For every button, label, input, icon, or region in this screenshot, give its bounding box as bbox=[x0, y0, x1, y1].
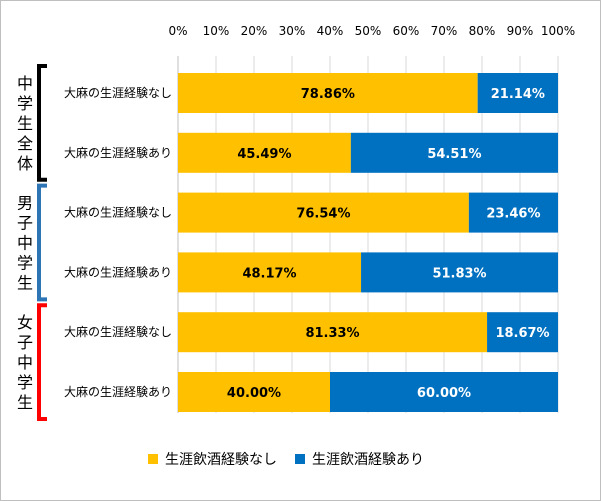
group-label-char: 生 bbox=[17, 274, 33, 293]
bar-segment bbox=[178, 192, 469, 233]
legend-label: 生涯飲酒経験なし bbox=[165, 452, 277, 468]
data-label: 48.17% bbox=[242, 266, 296, 281]
group-bracket bbox=[37, 303, 47, 421]
bar-segment bbox=[468, 192, 558, 233]
group-label-char: 体 bbox=[17, 154, 33, 173]
data-label: 60.00% bbox=[417, 386, 471, 401]
x-tick-label: 80% bbox=[469, 24, 496, 38]
bar-segment bbox=[350, 132, 558, 173]
legend-label: 生涯飲酒経験あり bbox=[312, 452, 424, 468]
x-tick-label: 50% bbox=[355, 24, 382, 38]
x-tick-label: 70% bbox=[431, 24, 458, 38]
x-tick-label: 10% bbox=[203, 24, 230, 38]
x-tick-label: 20% bbox=[241, 24, 268, 38]
group-label-char: 子 bbox=[17, 214, 33, 233]
data-label: 21.14% bbox=[491, 87, 545, 102]
bar-segment bbox=[178, 132, 351, 173]
group-label-char: 中 bbox=[17, 234, 33, 253]
group-label-char: 子 bbox=[17, 333, 33, 352]
x-tick-label: 100% bbox=[541, 24, 575, 38]
bar-segment bbox=[361, 252, 558, 293]
group-bracket bbox=[37, 183, 47, 302]
legend-swatch bbox=[295, 454, 305, 464]
data-label: 54.51% bbox=[427, 147, 481, 162]
x-tick-label: 90% bbox=[507, 24, 534, 38]
data-label: 51.83% bbox=[432, 266, 486, 281]
group-label-char: 全 bbox=[17, 134, 33, 153]
x-tick-label: 40% bbox=[317, 24, 344, 38]
category-label: 大麻の生涯経験なし bbox=[64, 85, 172, 100]
group-label-char: 中 bbox=[17, 74, 33, 93]
bar-segment bbox=[330, 372, 558, 412]
category-label: 大麻の生涯経験なし bbox=[64, 205, 172, 220]
category-label: 大麻の生涯経験なし bbox=[64, 324, 172, 339]
x-tick-label: 30% bbox=[279, 24, 306, 38]
group-label-char: 中 bbox=[17, 353, 33, 372]
group-label-char: 学 bbox=[17, 373, 33, 392]
bar-segment bbox=[178, 372, 330, 412]
category-label: 大麻の生涯経験あり bbox=[64, 145, 172, 160]
bar-segment bbox=[178, 73, 478, 113]
x-tick-label: 0% bbox=[168, 24, 187, 38]
x-tick-label: 60% bbox=[393, 24, 420, 38]
group-label-char: 男 bbox=[17, 194, 33, 213]
group-label-char: 学 bbox=[17, 254, 33, 273]
data-label: 18.67% bbox=[495, 326, 549, 341]
group-label-char: 生 bbox=[17, 114, 33, 133]
category-label: 大麻の生涯経験あり bbox=[64, 264, 172, 279]
group-bracket bbox=[37, 64, 47, 182]
data-label: 23.46% bbox=[486, 207, 540, 222]
data-label: 81.33% bbox=[305, 326, 359, 341]
group-label-char: 生 bbox=[17, 393, 33, 412]
data-label: 45.49% bbox=[237, 147, 291, 162]
bar-segment bbox=[178, 252, 362, 293]
bar-segment bbox=[487, 312, 558, 353]
data-label: 40.00% bbox=[227, 386, 281, 401]
bar-segment bbox=[178, 312, 488, 353]
group-label-char: 学 bbox=[17, 94, 33, 113]
bar-segment bbox=[477, 73, 558, 113]
category-label: 大麻の生涯経験あり bbox=[64, 384, 172, 399]
data-label: 78.86% bbox=[301, 87, 355, 102]
legend-swatch bbox=[148, 454, 158, 464]
group-label-char: 女 bbox=[17, 313, 33, 332]
data-label: 76.54% bbox=[296, 207, 350, 222]
